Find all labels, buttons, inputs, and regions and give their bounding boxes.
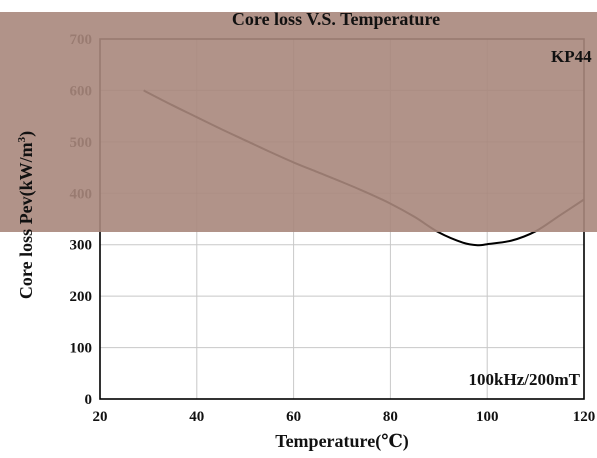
chart-title: Core loss V.S. Temperature — [232, 9, 440, 29]
x-tick-label: 100 — [476, 409, 499, 425]
y-axis-label-close: ) — [16, 131, 37, 137]
y-tick-label: 300 — [70, 238, 93, 254]
x-tick-label: 40 — [189, 409, 204, 425]
y-axis-label: Core loss Pev(kW/m3) — [16, 131, 37, 299]
condition-label: 100kHz/200mT — [469, 370, 581, 389]
overlay-band — [0, 12, 597, 232]
y-tick-label: 200 — [70, 289, 93, 305]
y-tick-label: 0 — [85, 392, 93, 408]
x-axis-label: Temperature(℃) — [275, 431, 409, 452]
y-axis-label-main: Core loss Pev(kW/m — [16, 142, 37, 299]
y-axis-label-superscript: 3 — [16, 136, 28, 142]
material-label: KP44 — [551, 47, 592, 66]
x-tick-label: 80 — [383, 409, 398, 425]
x-tick-label: 120 — [573, 409, 596, 425]
x-tick-label: 20 — [93, 409, 108, 425]
x-tick-label: 60 — [286, 409, 301, 425]
y-tick-label: 100 — [70, 341, 93, 357]
